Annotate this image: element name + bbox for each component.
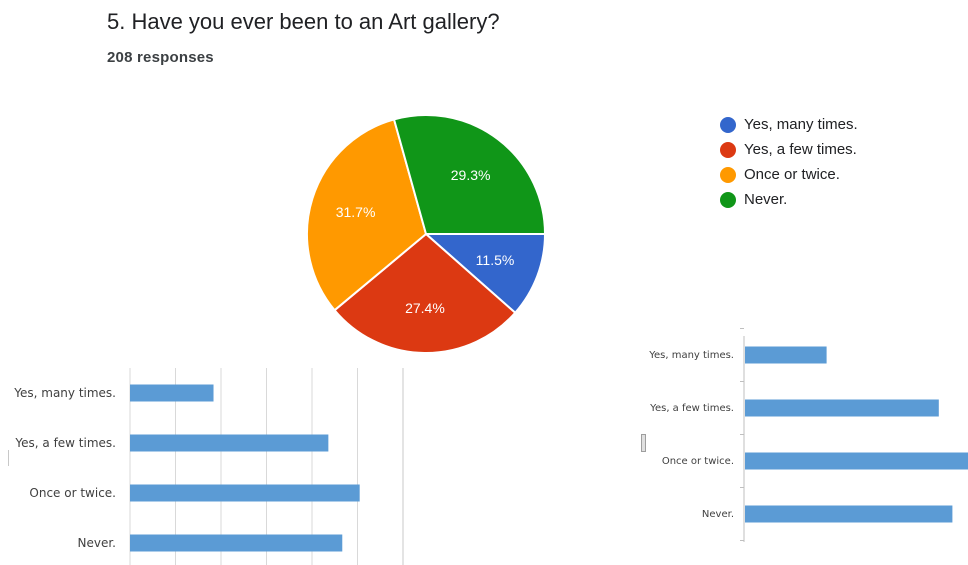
bar bbox=[130, 534, 343, 552]
pie-data-label: 31.7% bbox=[336, 204, 376, 220]
question-title: 5. Have you ever been to an Art gallery? bbox=[107, 9, 500, 34]
bar bbox=[745, 346, 827, 364]
bar-category-label: Yes, many times. bbox=[648, 350, 734, 361]
legend-item: Yes, many times. bbox=[720, 112, 858, 137]
bar-category-label: Once or twice. bbox=[29, 486, 116, 500]
bar-category-label: Once or twice. bbox=[662, 456, 734, 467]
bar bbox=[130, 484, 360, 502]
bar bbox=[745, 399, 939, 417]
bar-category-label: Yes, many times. bbox=[13, 386, 116, 400]
bar-category-label: Yes, a few times. bbox=[649, 403, 734, 414]
legend-label: Yes, many times. bbox=[744, 116, 858, 133]
response-count: 208 responses bbox=[107, 49, 214, 66]
bar bbox=[130, 434, 329, 452]
legend-item: Never. bbox=[720, 187, 858, 212]
edge-tick bbox=[8, 450, 9, 466]
bar-category-label: Never. bbox=[78, 536, 117, 550]
pie-data-label: 11.5% bbox=[476, 252, 515, 268]
pie-slice-3 bbox=[306, 118, 428, 312]
pie-slice-4 bbox=[392, 114, 547, 235]
legend-item: Once or twice. bbox=[720, 162, 858, 187]
bar-category-label: Never. bbox=[702, 509, 734, 520]
pie-data-label: 29.3% bbox=[451, 167, 491, 183]
legend-label: Once or twice. bbox=[744, 166, 840, 183]
bar bbox=[130, 384, 214, 402]
pie-slice-1 bbox=[423, 233, 547, 315]
legend-label: Yes, a few times. bbox=[744, 141, 857, 158]
bar-category-label: Yes, a few times. bbox=[14, 436, 116, 450]
legend-dot-icon bbox=[720, 141, 736, 158]
pie-legend: Yes, many times. Yes, a few times. Once or… bbox=[720, 112, 858, 212]
bar bbox=[745, 505, 953, 523]
text-cursor-icon bbox=[641, 434, 646, 452]
legend-dot-icon bbox=[720, 116, 736, 133]
legend-dot-icon bbox=[720, 166, 736, 183]
bar bbox=[745, 452, 968, 470]
legend-item: Yes, a few times. bbox=[720, 137, 858, 162]
pie-data-label: 27.4% bbox=[405, 300, 445, 316]
pie-slice-2 bbox=[333, 232, 517, 354]
legend-dot-icon bbox=[720, 191, 736, 208]
legend-label: Never. bbox=[744, 191, 788, 208]
